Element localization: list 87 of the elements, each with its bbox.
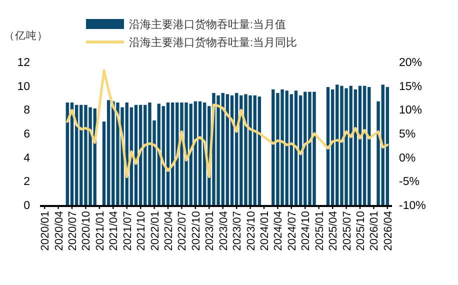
x-tick-label: 2020/07 [67,211,79,251]
bar [116,102,120,205]
bar [106,100,110,205]
y-tick-label: 6 [24,128,30,140]
y2-tick-label: 0% [399,152,416,164]
x-tick-label: 2021/07 [122,211,134,251]
bar [88,107,92,205]
bar [308,92,312,205]
bar [358,86,362,205]
bar [330,89,334,205]
bar [194,101,198,205]
bar [198,101,202,205]
bar [280,89,284,205]
line-series [66,69,389,178]
y2-tick-label: 10% [399,104,422,117]
x-tick-label: 2025/01 [314,211,326,251]
bar [170,102,174,205]
x-tick-label: 2025/10 [355,211,367,251]
y2-tick-label: -5% [399,176,420,188]
x-tick-label: 2020/04 [53,211,66,251]
bar [244,94,248,205]
x-tick-label: 2020/10 [80,211,93,251]
x-tick-label: 2021/04 [108,211,120,251]
bar [376,101,380,205]
x-tick-label: 2022/01 [149,211,162,251]
bar [272,89,275,205]
x-tick-label: 2024/07 [286,211,298,251]
bar [349,86,352,205]
y-tick-label: 12 [17,57,30,69]
x-tick-label: 2023/07 [232,211,244,251]
bar [362,86,366,205]
bar [166,102,170,205]
x-tick-label: 2022/07 [176,211,189,251]
bar [144,104,147,205]
x-tick-label: 2025/07 [341,211,354,251]
x-tick-label: 2023/10 [245,211,258,251]
x-tick-label: 2020/01 [40,211,52,251]
x-tick-label: 2022/10 [190,211,202,251]
y-tick-label: 0 [24,200,30,212]
bar [248,95,252,205]
bar [368,87,371,205]
y-tick-label: 4 [24,152,31,164]
bar [148,102,152,205]
legend-label: 沿海主要港口货物吞吐量:当月同比 [129,36,298,49]
x-tick-label: 2021/10 [136,211,148,251]
bar [276,92,280,205]
bar [152,120,156,205]
bar [304,92,307,205]
bar [381,84,384,205]
x-tick-label: 2023/01 [204,211,216,251]
x-tick-label: 2024/10 [300,211,312,251]
y2-tick-label: -10% [399,200,426,212]
legend-label: 沿海主要港口货物吞吐量:当月值 [129,18,286,31]
y2-tick-label: 15% [399,80,422,93]
y-tick-label: 8 [24,104,30,117]
y2-tick-label: 20% [399,57,422,69]
bar [285,90,288,205]
x-tick-label: 2021/01 [94,211,106,251]
bar [102,122,106,205]
bar [253,95,256,205]
bar [221,92,224,205]
x-tick-label: 2026/04 [382,211,394,251]
bar [312,92,316,205]
bar [66,102,70,205]
bar [326,87,330,205]
bar [336,84,339,205]
bar [80,104,83,205]
x-tick-label: 2024/01 [259,211,271,251]
bar [290,94,294,205]
bar [354,89,358,205]
bar [340,86,344,205]
bar [226,94,230,205]
bar [216,95,220,205]
bar [294,90,298,205]
x-tick-label: 2024/04 [272,211,285,251]
y2-tick-label: 5% [399,128,416,140]
bar [258,96,262,205]
bar [386,87,390,205]
x-tick-label: 2023/04 [218,211,230,251]
x-tick-label: 2025/04 [328,211,340,251]
y-tick-label: 10 [17,80,30,93]
bar [344,88,348,205]
x-tick-label: 2026/01 [368,211,381,251]
x-tick-label: 2022/04 [163,211,175,251]
y-axis-title: （亿吨） [4,29,48,42]
y-tick-label: 2 [24,176,30,188]
bar [84,104,88,205]
